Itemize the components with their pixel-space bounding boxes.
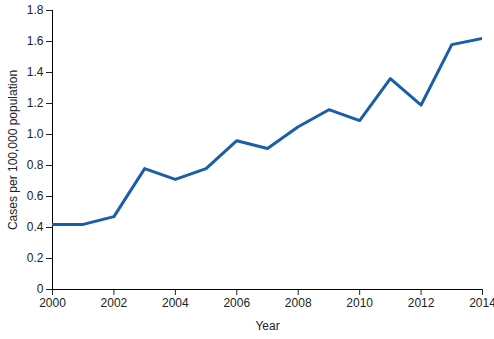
svg-text:1.6: 1.6 (27, 34, 44, 48)
svg-text:1.2: 1.2 (27, 96, 44, 110)
svg-text:2008: 2008 (285, 296, 312, 310)
svg-text:2010: 2010 (346, 296, 373, 310)
svg-text:0: 0 (37, 282, 44, 296)
svg-text:1.8: 1.8 (27, 3, 44, 17)
svg-text:Cases per 100,000 population: Cases per 100,000 population (6, 70, 20, 230)
svg-text:2012: 2012 (408, 296, 435, 310)
svg-text:0.8: 0.8 (27, 158, 44, 172)
svg-text:0.2: 0.2 (27, 251, 44, 265)
svg-text:2006: 2006 (223, 296, 250, 310)
svg-text:0.6: 0.6 (27, 189, 44, 203)
svg-text:2000: 2000 (39, 296, 66, 310)
svg-text:2002: 2002 (101, 296, 128, 310)
svg-text:2004: 2004 (162, 296, 189, 310)
svg-text:0.4: 0.4 (27, 220, 44, 234)
svg-text:Year: Year (255, 319, 279, 333)
svg-text:1.4: 1.4 (27, 65, 44, 79)
svg-text:2014: 2014 (469, 296, 494, 310)
svg-text:1.0: 1.0 (27, 127, 44, 141)
